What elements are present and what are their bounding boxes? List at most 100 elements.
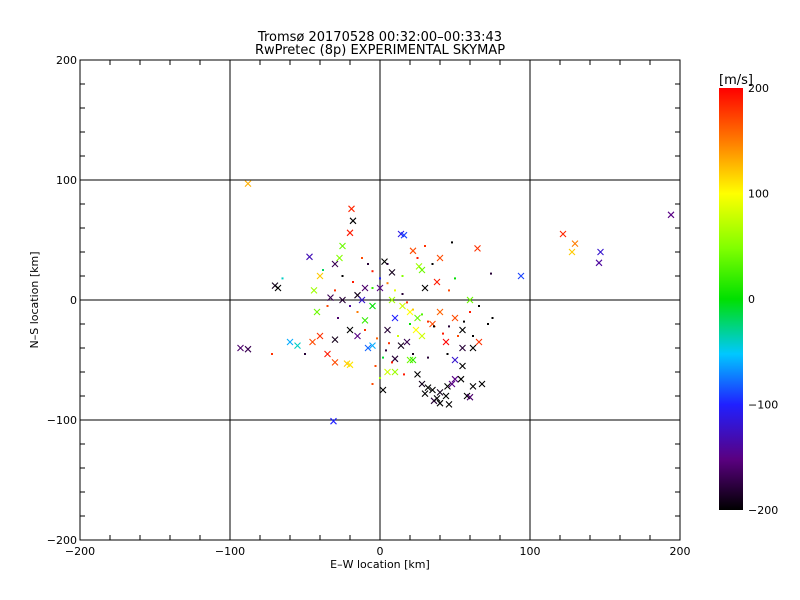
data-point-x — [475, 338, 483, 346]
data-point-dot — [304, 353, 306, 355]
axis-ticks — [79, 59, 681, 541]
data-point-x — [459, 362, 466, 370]
data-point-dot — [448, 289, 450, 292]
data-point-x — [466, 296, 474, 304]
data-point-x — [316, 332, 324, 340]
data-point-x — [358, 296, 366, 304]
data-point-dot — [412, 353, 414, 355]
y-tick-labels: −200 −100 0 100 200 — [47, 54, 77, 547]
data-point-dot — [431, 263, 434, 265]
data-point-x — [418, 332, 426, 340]
data-point-dot — [391, 361, 393, 364]
data-point-x — [388, 296, 396, 304]
colorbar-tick-label: −200 — [748, 504, 778, 517]
data-point-x — [384, 368, 391, 376]
data-point-x — [331, 260, 339, 268]
data-point-x — [327, 294, 334, 301]
x-tick-label: 0 — [377, 545, 384, 558]
data-point-x — [412, 326, 420, 334]
data-point-x — [310, 287, 318, 294]
data-points — [237, 180, 675, 425]
data-point-x — [409, 356, 417, 364]
data-point-x — [361, 284, 369, 292]
data-point-dot — [367, 263, 369, 265]
data-point-x — [274, 284, 282, 292]
data-point-x — [433, 278, 441, 286]
data-point-x — [459, 344, 466, 352]
data-point-dot — [386, 263, 389, 265]
data-point-x — [339, 242, 346, 250]
data-point-dot — [469, 311, 471, 313]
grid-lines — [80, 60, 680, 540]
data-point-dot — [388, 342, 390, 345]
data-point-x — [286, 338, 294, 346]
data-point-dot — [427, 320, 429, 323]
y-axis-label: N–S location [km] — [28, 251, 41, 348]
data-point-x — [469, 344, 477, 352]
data-point-dot — [433, 325, 435, 328]
chart-subtitle: RwPretec (8p) EXPERIMENTAL SKYMAP — [255, 43, 505, 58]
data-point-dot — [472, 335, 474, 337]
data-point-x — [316, 272, 324, 280]
data-point-dot — [406, 301, 408, 304]
data-point-x — [244, 345, 252, 353]
data-point-x — [369, 302, 376, 310]
data-point-x — [294, 342, 301, 349]
data-point-dot — [401, 293, 404, 295]
data-point-dot — [379, 277, 381, 280]
data-point-x — [330, 417, 337, 425]
data-point-x — [457, 375, 465, 383]
data-point-dot — [421, 313, 423, 316]
colorbar-tick-label: −100 — [748, 399, 778, 412]
data-point-x — [313, 308, 321, 316]
data-point-dot — [374, 365, 377, 367]
data-point-dot — [424, 245, 426, 247]
data-point-dot — [376, 337, 378, 340]
data-point-dot — [478, 305, 480, 307]
data-point-x — [421, 390, 429, 397]
data-point-dot — [385, 349, 387, 352]
data-point-x — [400, 231, 408, 239]
colorbar-tick-labels: −200 −100 0 100 200 — [748, 82, 778, 517]
data-point-dot — [352, 281, 354, 283]
data-point-x — [331, 359, 339, 366]
data-point-dot — [403, 373, 405, 376]
data-point-x — [309, 338, 316, 346]
data-point-x — [339, 296, 346, 304]
data-point-dot — [371, 383, 374, 385]
data-point-x — [414, 371, 421, 378]
data-point-x — [418, 380, 426, 388]
data-point-dot — [451, 241, 453, 244]
data-point-dot — [394, 289, 396, 292]
chart-title: Tromsø 20170528 00:32:00–00:33:43 — [257, 30, 502, 45]
x-tick-label: −100 — [215, 545, 245, 558]
y-tick-label: 100 — [56, 174, 77, 187]
data-point-x — [597, 248, 604, 256]
data-point-x — [388, 269, 396, 276]
data-point-x — [429, 386, 436, 394]
data-point-x — [346, 326, 354, 334]
data-point-x — [379, 386, 387, 394]
colorbar — [719, 88, 743, 510]
data-point-dot — [454, 277, 456, 280]
data-point-x — [424, 384, 432, 391]
data-point-x — [451, 375, 459, 383]
x-tick-label: 200 — [670, 545, 691, 558]
data-point-dot — [401, 275, 404, 277]
data-point-x — [391, 368, 399, 376]
data-point-x — [361, 317, 369, 324]
data-point-x — [436, 254, 444, 262]
colorbar-label: [m/s] — [719, 73, 753, 88]
data-point-x — [445, 401, 453, 408]
data-point-dot — [364, 329, 366, 331]
data-point-x — [436, 389, 444, 396]
data-point-dot — [337, 317, 339, 319]
data-point-dot — [446, 353, 449, 355]
data-point-x — [568, 248, 576, 256]
data-point-x — [349, 217, 357, 225]
data-point-x — [414, 314, 421, 322]
y-tick-label: 0 — [70, 294, 77, 307]
data-point-x — [391, 355, 399, 363]
data-point-x — [433, 395, 441, 402]
